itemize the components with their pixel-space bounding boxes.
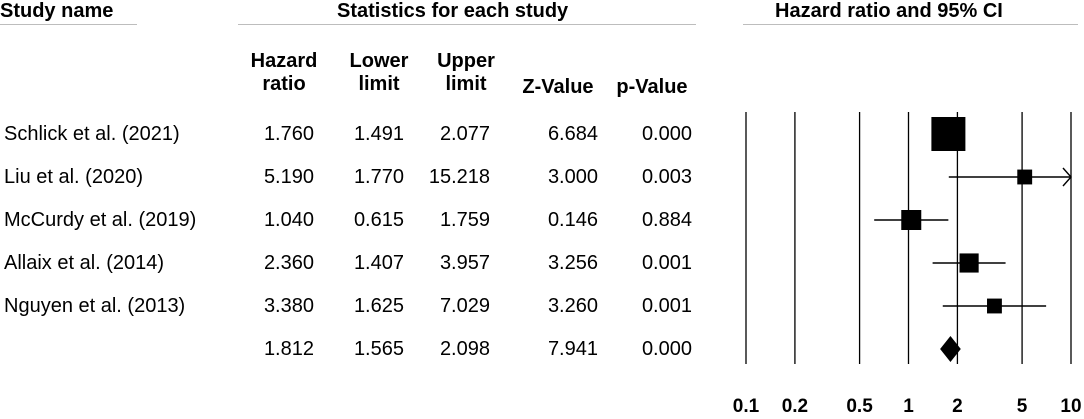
- hazard-ratio-value: 1.760: [263, 123, 314, 145]
- tick-label: 5: [1017, 396, 1028, 417]
- tick-label: 0.2: [782, 396, 808, 417]
- col-lower-limit-line2: limit: [358, 73, 400, 95]
- study-name: McCurdy et al. (2019): [4, 209, 197, 231]
- upper-limit-value: 3.957: [439, 252, 490, 274]
- study-marker: [901, 210, 922, 230]
- tick-label: 0.5: [846, 396, 873, 417]
- lower-limit-value: 1.770: [353, 166, 404, 188]
- z-value: 7.941: [547, 338, 598, 360]
- hazard-ratio-value: 1.812: [263, 338, 314, 360]
- col-upper-limit-line1: Upper: [437, 50, 495, 72]
- study-marker: [1017, 169, 1033, 185]
- upper-limit-value: 2.077: [439, 123, 490, 145]
- hazard-ratio-value: 1.040: [263, 209, 314, 231]
- col-upper-limit-header: Upper limit: [424, 50, 508, 96]
- study-name: Allaix et al. (2014): [4, 252, 165, 274]
- study-name-header: Study name: [0, 0, 114, 22]
- col-lower-limit-line1: Lower: [349, 50, 409, 72]
- lower-limit-value: 0.615: [353, 209, 404, 231]
- p-value: 0.000: [641, 338, 692, 360]
- statistics-divider: [238, 24, 696, 25]
- z-value: 3.260: [547, 295, 598, 317]
- col-hazard-ratio-line2: ratio: [262, 73, 306, 95]
- ci-arrow: [1062, 167, 1072, 187]
- p-value: 0.884: [641, 209, 692, 231]
- study-name-divider: [0, 24, 137, 25]
- tick-label: 10: [1060, 396, 1081, 417]
- hazard-ratio-value: 2.360: [263, 252, 314, 274]
- col-z-value-header: Z-Value: [522, 76, 594, 98]
- study-name: Liu et al. (2020): [4, 166, 143, 188]
- summary-diamond: [940, 336, 961, 362]
- p-value: 0.001: [641, 252, 692, 274]
- p-value: 0.001: [641, 295, 692, 317]
- study-marker: [959, 253, 979, 273]
- lower-limit-value: 1.565: [353, 338, 404, 360]
- z-value: 3.000: [547, 166, 598, 188]
- upper-limit-value: 2.098: [439, 338, 490, 360]
- tick-label: 0.1: [733, 396, 760, 417]
- p-value: 0.000: [641, 123, 692, 145]
- col-hazard-ratio-header: Hazard ratio: [238, 50, 330, 96]
- study-name: Nguyen et al. (2013): [4, 295, 186, 317]
- lower-limit-value: 1.491: [353, 123, 404, 145]
- hazard-ratio-value: 3.380: [263, 295, 314, 317]
- statistics-header: Statistics for each study: [337, 0, 569, 22]
- upper-limit-value: 15.218: [428, 166, 490, 188]
- forest-header: Hazard ratio and 95% CI: [775, 0, 1003, 22]
- p-value: 0.003: [641, 166, 692, 188]
- z-value: 0.146: [547, 209, 598, 231]
- z-value: 3.256: [547, 252, 598, 274]
- z-value: 6.684: [547, 123, 598, 145]
- upper-limit-value: 1.759: [439, 209, 490, 231]
- upper-limit-value: 7.029: [439, 295, 490, 317]
- col-p-value-header: p-Value: [616, 76, 688, 98]
- lower-limit-value: 1.625: [353, 295, 404, 317]
- col-lower-limit-header: Lower limit: [336, 50, 422, 96]
- tick-label: 1: [903, 396, 914, 417]
- study-name: Schlick et al. (2021): [4, 123, 180, 145]
- lower-limit-value: 1.407: [353, 252, 404, 274]
- hazard-ratio-value: 5.190: [263, 166, 314, 188]
- col-upper-limit-line2: limit: [445, 73, 487, 95]
- tick-label: 2: [952, 396, 963, 417]
- col-hazard-ratio-line1: Hazard: [250, 50, 318, 72]
- forest-divider: [743, 24, 1078, 25]
- study-marker: [931, 117, 966, 151]
- study-marker: [987, 298, 1002, 314]
